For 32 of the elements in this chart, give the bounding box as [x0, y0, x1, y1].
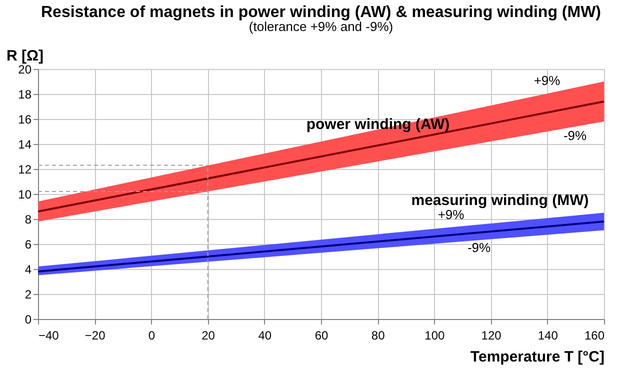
y-tick-label: 14: [18, 138, 32, 152]
annotation: -9%: [467, 240, 491, 255]
y-tick-label: 2: [24, 288, 32, 302]
x-tick-label: −20: [84, 328, 106, 342]
chart-subtitle: (tolerance +9% and -9%): [248, 19, 394, 34]
x-tick-label: 20: [202, 328, 216, 342]
x-tick-label: 100: [424, 328, 446, 342]
y-tick-label: 12: [18, 162, 32, 176]
y-tick-label: 18: [18, 88, 32, 102]
y-axis-title: R [Ω]: [6, 48, 44, 64]
y-tick-label: 20: [18, 62, 32, 76]
x-tick-label: 120: [481, 328, 502, 342]
y-tick-label: 0: [24, 312, 32, 326]
annotation: power winding (AW): [306, 116, 450, 133]
annotation: +9%: [438, 207, 465, 222]
x-tick-label: −40: [38, 328, 60, 342]
x-tick-label: 80: [371, 328, 386, 342]
annotation: -9%: [563, 128, 587, 143]
y-tick-label: 16: [18, 112, 32, 126]
y-tick-label: 8: [24, 212, 32, 226]
annotation: measuring winding (MW): [411, 192, 589, 209]
x-tick-label: 0: [148, 328, 156, 342]
x-axis-title: Temperature T [°C]: [470, 348, 604, 366]
y-tick-label: 10: [18, 188, 32, 202]
x-tick-label: 40: [258, 328, 272, 342]
x-tick-label: 160: [584, 328, 605, 342]
y-tick-label: 4: [24, 262, 32, 276]
x-tick-label: 60: [314, 328, 328, 342]
chart-title: Resistance of magnets in power winding (AW) & measuring winding (MW): [40, 4, 602, 21]
y-tick-label: 6: [24, 238, 32, 252]
x-tick-label: 140: [538, 328, 558, 342]
annotation: +9%: [534, 73, 561, 88]
